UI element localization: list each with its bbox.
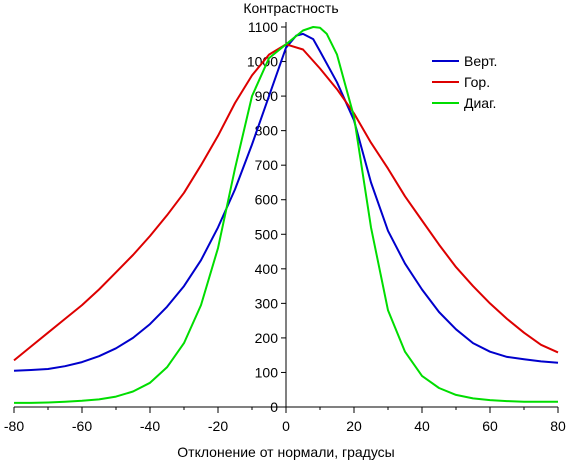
x-tick-label: 40	[414, 418, 430, 434]
axes: -80 -60 -40 -20 0 20 40 60 800100200300400500600…	[4, 19, 566, 434]
legend: Верт. Гор. Диаг.	[432, 53, 497, 111]
y-tick-label: 300	[255, 295, 279, 311]
y-tick-label: 100	[255, 364, 279, 380]
x-tick-label: 80	[550, 418, 566, 434]
x-tick-label: 0	[282, 418, 290, 434]
legend-label: Верт.	[464, 53, 497, 69]
x-axis-label: Отклонение от нормали, градусы	[177, 444, 394, 460]
y-tick-label: 400	[255, 261, 279, 277]
legend-label: Диаг.	[464, 95, 496, 111]
chart-title: Контрастность	[243, 0, 338, 16]
y-tick-label: 900	[255, 88, 279, 104]
y-tick-label: 600	[255, 192, 279, 208]
x-tick-label: 20	[346, 418, 362, 434]
y-tick-label: 0	[270, 399, 278, 415]
legend-label: Гор.	[464, 74, 490, 90]
x-tick-label: -40	[140, 418, 160, 434]
series-line	[14, 26, 558, 404]
x-tick-label: -20	[208, 418, 228, 434]
y-tick-label: 700	[255, 157, 279, 173]
y-tick-label: 500	[255, 226, 279, 242]
y-tick-label: 1100	[248, 19, 278, 35]
x-tick-label: -80	[4, 418, 24, 434]
y-tick-label: 800	[255, 123, 279, 139]
y-tick-label: 200	[255, 330, 279, 346]
series-lines	[13, 26, 559, 404]
x-tick-label: 60	[482, 418, 498, 434]
x-tick-label: -60	[72, 418, 92, 434]
